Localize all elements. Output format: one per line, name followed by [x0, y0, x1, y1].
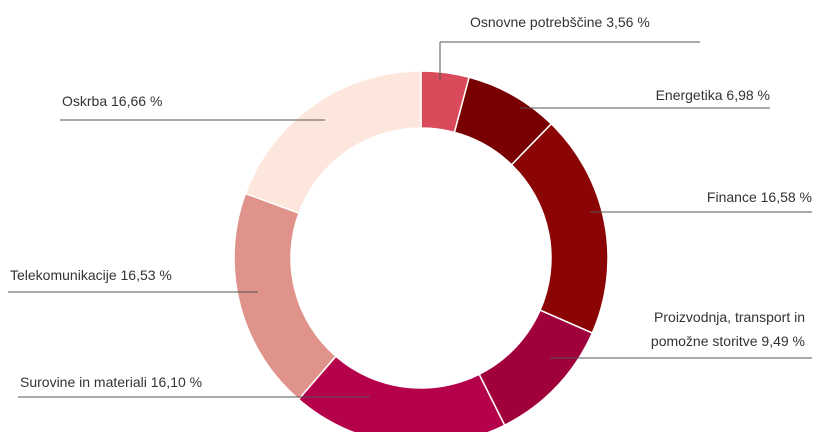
slice-label: Proizvodnja, transport in pomožne storit… — [615, 305, 805, 353]
donut-slice — [510, 122, 609, 335]
value-label: 16,53 % — [120, 267, 172, 283]
slice-label: Surovine in materiali 16,10 % — [20, 370, 202, 394]
slice-label: Oskrba 16,66 % — [62, 89, 162, 113]
value-label: 9,49 % — [761, 333, 805, 349]
slice-label: Telekomunikacije 16,53 % — [10, 263, 172, 287]
category-name: Oskrba — [62, 93, 108, 109]
category-name: Proizvodnja, transport in pomožne storit… — [650, 309, 805, 349]
slice-label: Energetika 6,98 % — [560, 83, 770, 107]
value-label: 6,98 % — [726, 87, 770, 103]
donut-slice — [233, 192, 337, 401]
value-label: 3,56 % — [606, 14, 650, 30]
slice-label: Osnovne potrebščine 3,56 % — [470, 10, 650, 34]
slice-label: Finance 16,58 % — [600, 185, 812, 209]
value-label: 16,10 % — [150, 374, 203, 390]
value-label: 16,66 % — [111, 93, 163, 109]
donut-slice — [297, 355, 506, 432]
category-name: Energetika — [655, 87, 723, 103]
value-label: 16,58 % — [760, 189, 812, 205]
category-name: Osnovne potrebščine — [470, 14, 603, 30]
donut-slice — [244, 70, 422, 215]
category-name: Surovine in materiali — [20, 374, 147, 390]
category-name: Finance — [706, 189, 757, 205]
category-name: Telekomunikacije — [10, 267, 117, 283]
